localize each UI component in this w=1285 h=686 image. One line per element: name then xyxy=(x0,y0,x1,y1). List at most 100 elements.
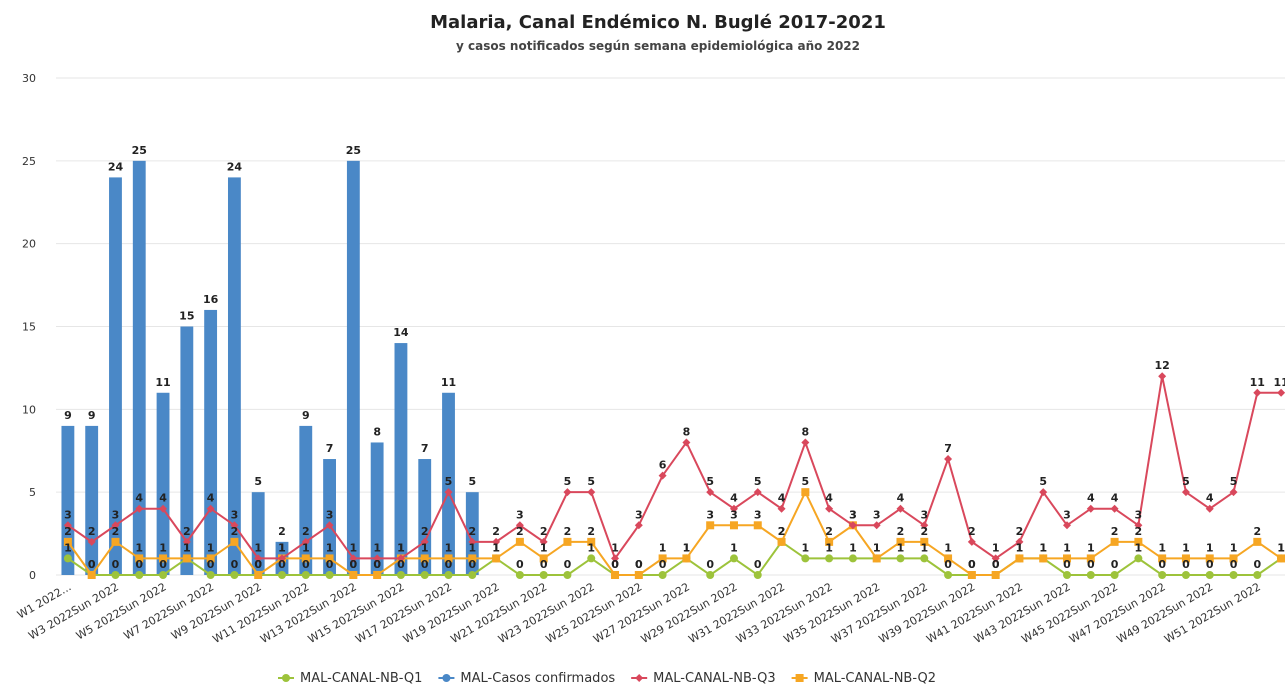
data-label: 24 xyxy=(227,160,243,173)
data-label: 1 xyxy=(207,541,215,554)
data-label: 2 xyxy=(516,525,524,538)
point-marker xyxy=(634,521,643,530)
data-label: 0 xyxy=(992,558,1000,571)
data-label: 2 xyxy=(278,525,286,538)
data-label: 0 xyxy=(1230,558,1238,571)
data-label: 0 xyxy=(254,558,262,571)
legend-marker xyxy=(282,674,290,682)
data-label: 1 xyxy=(1206,541,1214,554)
data-label: 0 xyxy=(207,558,215,571)
point-marker xyxy=(206,504,215,513)
point-marker xyxy=(658,471,667,480)
data-label: 0 xyxy=(540,558,548,571)
data-label: 1 xyxy=(825,541,833,554)
point-marker xyxy=(1277,388,1285,397)
data-label: 5 xyxy=(1039,475,1047,488)
point-marker xyxy=(349,571,358,579)
data-label: 2 xyxy=(968,525,976,538)
legend-marker xyxy=(442,674,451,682)
data-label: 5 xyxy=(754,475,762,488)
point-marker xyxy=(944,571,953,579)
data-label: 0 xyxy=(706,558,714,571)
y-tick-label: 30 xyxy=(22,72,36,85)
point-marker xyxy=(468,554,477,563)
data-label: 1 xyxy=(278,541,286,554)
data-label: 0 xyxy=(231,558,239,571)
point-marker xyxy=(753,521,762,530)
data-label: 0 xyxy=(468,558,476,571)
point-marker xyxy=(634,571,643,579)
point-marker xyxy=(277,554,286,563)
data-label: 3 xyxy=(873,508,881,521)
data-label: 5 xyxy=(706,475,714,488)
data-label: 0 xyxy=(397,558,405,571)
bar xyxy=(442,392,455,575)
data-label: 3 xyxy=(849,508,857,521)
data-label: 0 xyxy=(968,558,976,571)
point-marker xyxy=(563,537,572,546)
bar xyxy=(85,425,99,575)
point-marker xyxy=(801,438,810,447)
data-label: 2 xyxy=(564,525,572,538)
point-marker xyxy=(230,537,239,546)
data-label: 3 xyxy=(231,508,239,521)
point-marker xyxy=(277,571,286,579)
point-marker xyxy=(896,537,905,546)
point-marker xyxy=(230,521,239,530)
point-marker xyxy=(63,537,72,546)
data-label: 1 xyxy=(492,541,500,554)
data-label: 1 xyxy=(302,541,310,554)
data-label: 0 xyxy=(516,558,524,571)
point-marker xyxy=(63,554,72,563)
point-marker xyxy=(753,488,762,497)
series-line xyxy=(67,489,1282,577)
data-label: 0 xyxy=(635,558,643,571)
data-label: 0 xyxy=(1182,558,1190,571)
y-tick-label: 15 xyxy=(22,321,36,334)
point-marker xyxy=(111,521,120,530)
point-marker xyxy=(1205,504,1214,513)
data-label: 1 xyxy=(1277,541,1285,554)
data-label: 0 xyxy=(944,558,952,571)
point-marker xyxy=(1015,537,1024,546)
data-label: 1 xyxy=(587,541,595,554)
data-label: 1 xyxy=(802,541,810,554)
data-label: 4 xyxy=(730,492,738,505)
point-marker xyxy=(539,537,548,546)
point-marker xyxy=(135,571,144,579)
point-marker xyxy=(420,537,429,546)
data-label: 0 xyxy=(88,558,96,571)
point-marker xyxy=(801,554,810,563)
data-label: 1 xyxy=(326,541,334,554)
point-marker xyxy=(920,521,929,530)
y-tick-label: 0 xyxy=(29,569,36,582)
data-label: 3 xyxy=(1135,508,1143,521)
data-label: 4 xyxy=(207,492,215,505)
point-marker xyxy=(1039,554,1048,563)
data-label: 1 xyxy=(421,541,429,554)
point-marker xyxy=(159,554,168,563)
point-marker xyxy=(1277,554,1285,563)
data-label: 5 xyxy=(468,475,476,488)
point-marker xyxy=(1229,554,1238,563)
data-label: 2 xyxy=(1253,525,1261,538)
point-marker xyxy=(515,571,524,579)
data-label: 5 xyxy=(587,475,595,488)
bar xyxy=(204,309,218,575)
data-label: 0 xyxy=(635,558,643,571)
data-label: 11 xyxy=(1250,376,1265,389)
data-label: 2 xyxy=(183,525,191,538)
data-label: 8 xyxy=(373,425,381,438)
data-label: 1 xyxy=(1016,541,1024,554)
data-label: 3 xyxy=(706,508,714,521)
data-label: 3 xyxy=(516,508,524,521)
point-marker xyxy=(1086,571,1095,579)
point-marker xyxy=(1063,521,1072,530)
point-marker xyxy=(658,554,667,563)
data-label: 1 xyxy=(1182,541,1190,554)
data-label: 9 xyxy=(88,409,96,422)
chart-title: Malaria, Canal Endémico N. Buglé 2017-20… xyxy=(430,12,886,33)
data-label: 9 xyxy=(302,409,310,422)
point-marker xyxy=(777,537,786,546)
data-label: 1 xyxy=(683,541,691,554)
